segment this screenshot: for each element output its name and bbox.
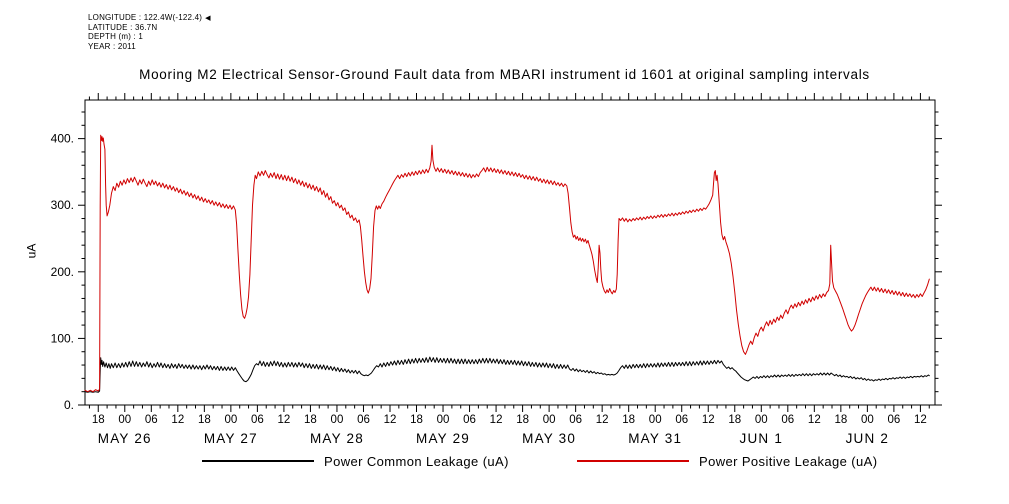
x-tick-label: 12: [914, 414, 927, 426]
y-tick-label: 300.: [51, 198, 74, 212]
x-tick-label: 12: [702, 414, 715, 426]
x-tick-label: 12: [596, 414, 609, 426]
meta-longitude: LONGITUDE : 122.4W(-122.4) ◀: [88, 13, 211, 23]
x-tick-label: 18: [304, 414, 317, 426]
longitude-pointer-icon: ◀: [205, 15, 211, 22]
day-label: JUN 1: [740, 431, 784, 446]
day-label: MAY 29: [416, 431, 470, 446]
x-tick-label: 00: [224, 414, 237, 426]
meta-year: YEAR : 2011: [88, 41, 136, 51]
day-label: MAY 30: [522, 431, 576, 446]
x-tick-label: 18: [410, 414, 423, 426]
x-tick-label: 18: [516, 414, 529, 426]
plot-frame: [84, 99, 936, 406]
x-tick-label: 00: [543, 414, 556, 426]
x-tick-label: 00: [861, 414, 874, 426]
x-tick-label: 12: [278, 414, 291, 426]
series-line-power-common-leakage-ua: [84, 356, 930, 393]
day-label: MAY 26: [98, 431, 152, 446]
x-tick-label: 18: [834, 414, 847, 426]
x-tick-label: 12: [490, 414, 503, 426]
x-tick-label: 00: [118, 414, 131, 426]
x-tick-label: 00: [331, 414, 344, 426]
y-tick-label: 0.: [64, 398, 74, 412]
x-tick-label: 18: [622, 414, 635, 426]
day-label: MAY 27: [204, 431, 258, 446]
x-tick-label: 12: [808, 414, 821, 426]
x-tick-label: 06: [887, 414, 900, 426]
meta-latitude: LATITUDE : 36.7N: [88, 23, 158, 33]
x-tick-label: 12: [171, 414, 184, 426]
day-label: MAY 28: [310, 431, 364, 446]
legend-line-common-icon: [202, 460, 314, 462]
meta-depth: DEPTH (m) : 1: [88, 32, 144, 42]
y-tick-label: 200.: [51, 265, 74, 279]
x-tick-label: 12: [384, 414, 397, 426]
legend: Power Common Leakage (uA) Power Positive…: [0, 452, 1009, 472]
meta-longitude-text: LONGITUDE : 122.4W(-122.4): [88, 13, 203, 22]
legend-label-positive: Power Positive Leakage (uA): [699, 453, 878, 469]
x-tick-label: 18: [198, 414, 211, 426]
x-tick-label: 06: [145, 414, 158, 426]
day-label: MAY 31: [628, 431, 682, 446]
x-tick-label: 06: [357, 414, 370, 426]
day-label: JUN 2: [846, 431, 890, 446]
y-tick-label: 400.: [51, 132, 74, 146]
x-tick-label: 18: [728, 414, 741, 426]
legend-label-common: Power Common Leakage (uA): [324, 453, 509, 469]
x-tick-label: 06: [781, 414, 794, 426]
x-tick-label: 18: [92, 414, 105, 426]
metadata-block: LONGITUDE : 122.4W(-122.4) ◀ LATITUDE : 3…: [88, 13, 211, 51]
x-tick-label: 06: [251, 414, 264, 426]
x-tick-label: 00: [437, 414, 450, 426]
legend-item-common: Power Common Leakage (uA): [202, 452, 509, 470]
y-tick-label: 100.: [51, 331, 74, 345]
x-tick-label: 06: [569, 414, 582, 426]
x-tick-label: 06: [463, 414, 476, 426]
x-tick-label: 00: [649, 414, 662, 426]
legend-item-positive: Power Positive Leakage (uA): [577, 452, 877, 470]
legend-line-positive-icon: [577, 460, 689, 462]
series-line-power-positive-leakage-ua: [84, 134, 930, 393]
x-tick-label: 00: [755, 414, 768, 426]
chart-title: Mooring M2 Electrical Sensor-Ground Faul…: [139, 67, 870, 82]
x-tick-label: 06: [675, 414, 688, 426]
